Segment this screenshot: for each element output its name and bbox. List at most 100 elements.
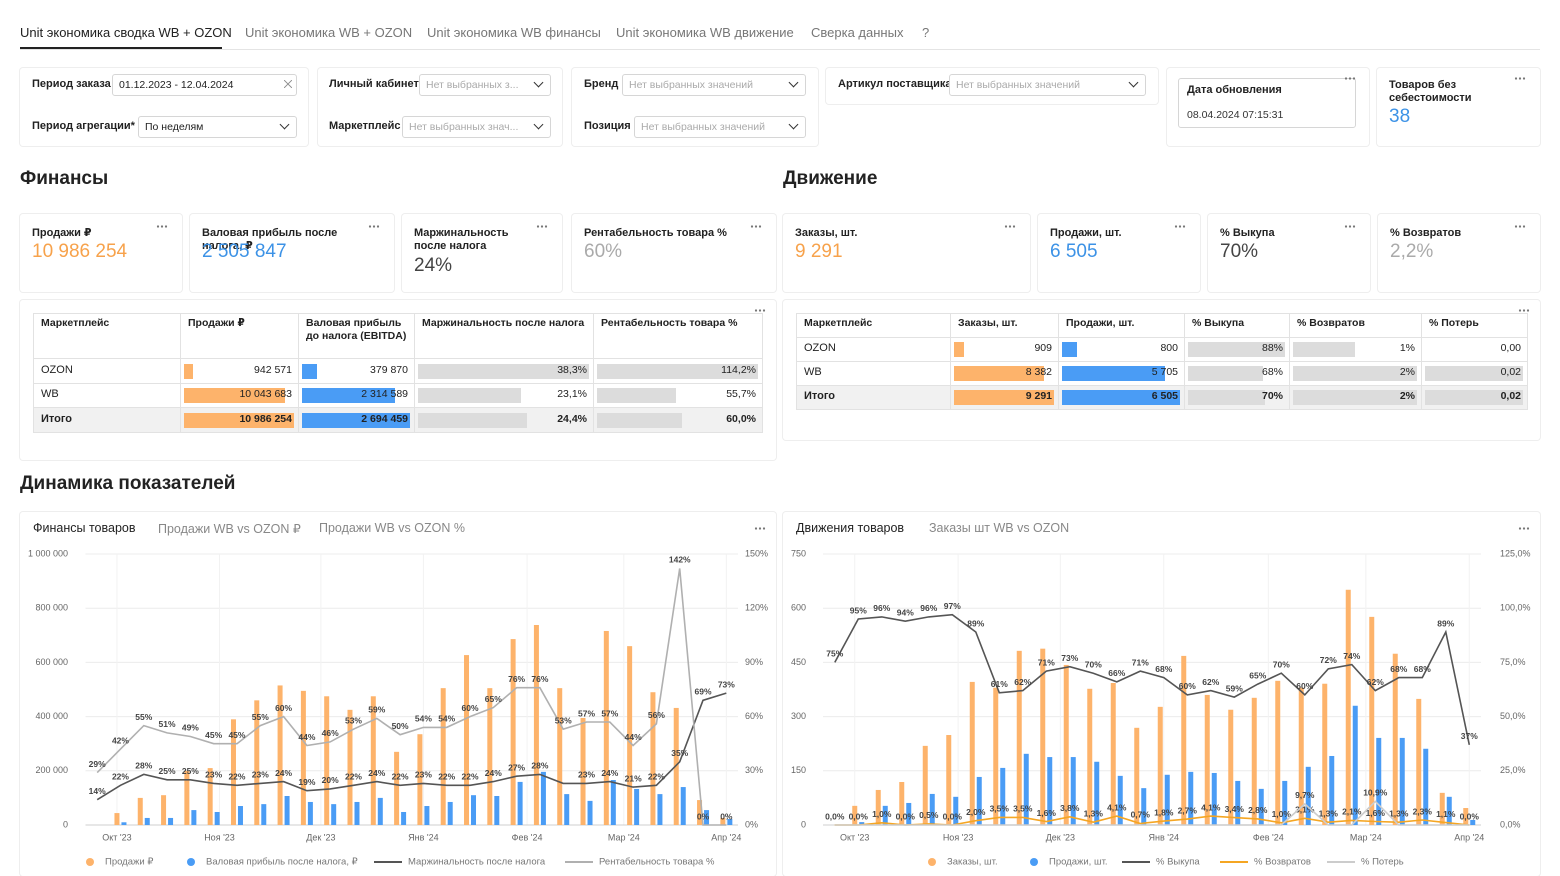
cell-value: 10 043 683 (239, 388, 292, 400)
cell-bar (1062, 342, 1077, 357)
tab-underline (20, 47, 222, 49)
legend-label: Продажи, шт. (1049, 857, 1108, 868)
cell-bar (1293, 342, 1355, 357)
table-cell (796, 361, 951, 386)
filter-select[interactable] (419, 74, 551, 96)
cell-bar (1188, 390, 1266, 405)
data-label: 22% (112, 772, 129, 782)
data-label: 2,7% (1178, 805, 1198, 815)
menu-dots[interactable] (754, 309, 766, 312)
cell-value: 0,00 (1500, 342, 1521, 354)
y-tick-label: 600 (791, 603, 806, 613)
bar (1094, 761, 1100, 825)
filter-value: Нет выбранных значений (956, 79, 1080, 91)
nav-tab[interactable]: Unit экономика WB финансы (427, 25, 601, 40)
y2-tick-label: 125,0% (1500, 548, 1531, 558)
chart-tab[interactable]: Продажи WB vs OZON ₽ (158, 522, 301, 536)
legend-label: % Выкупа (1156, 857, 1200, 868)
bar (494, 796, 500, 825)
section-title: Динамика показателей (20, 473, 236, 494)
cell-bar (418, 363, 589, 379)
bar (1157, 706, 1163, 825)
nav-tab[interactable]: Unit экономика WB + OZON (245, 25, 413, 40)
filter-value: 01.12.2023 - 12.04.2024 (119, 79, 234, 91)
line-series (834, 800, 1470, 826)
menu-dots[interactable] (1518, 527, 1530, 530)
menu-dots[interactable] (1174, 225, 1186, 228)
x-tick-label: Янв '24 (1149, 832, 1179, 842)
bar (1399, 737, 1405, 825)
data-label: 22% (392, 772, 409, 782)
bar (1470, 819, 1476, 825)
legend-label: % Возвратов (1254, 857, 1311, 868)
cell-value: 1% (1399, 342, 1415, 354)
menu-dots[interactable] (1518, 309, 1530, 312)
cell-bar (597, 412, 682, 428)
update-box (1178, 78, 1356, 128)
bar (557, 688, 563, 825)
cell-value: 6 505 (1151, 390, 1178, 402)
menu-dots[interactable] (1514, 225, 1526, 228)
menu-dots[interactable] (156, 225, 168, 228)
data-label: 0% (697, 811, 710, 821)
chart-tab[interactable]: Заказы шт WB vs OZON (929, 521, 1070, 535)
data-label: 49% (182, 723, 199, 733)
bar (471, 795, 477, 825)
bar (1016, 650, 1022, 825)
menu-dots[interactable] (750, 225, 762, 228)
data-label: 45% (205, 730, 222, 740)
menu-dots[interactable] (1344, 225, 1356, 228)
bar (1392, 653, 1398, 825)
filter-select[interactable] (949, 74, 1146, 96)
nav-tab[interactable]: Unit экономика сводка WB + OZON (20, 25, 232, 40)
menu-dots[interactable] (536, 225, 548, 228)
data-label: 55% (135, 712, 152, 722)
filter-label: Позиция (584, 120, 631, 132)
chart-tab[interactable]: Финансы товаров (33, 521, 136, 535)
filter-select[interactable] (402, 116, 551, 138)
data-label: 22% (438, 772, 455, 782)
chart-tab[interactable]: Движения товаров (796, 521, 905, 535)
clear-icon[interactable] (284, 80, 292, 88)
menu-dots[interactable] (1004, 225, 1016, 228)
filter-select[interactable] (138, 116, 297, 138)
data-label: 61% (991, 679, 1008, 689)
data-label: 76% (508, 674, 525, 684)
data-label: 65% (1249, 670, 1266, 680)
chart-tab[interactable]: Продажи WB vs OZON % (319, 521, 465, 535)
update-value: 08.04.2024 07:15:31 (1187, 109, 1284, 121)
kpi-card (1378, 214, 1540, 292)
menu-dots[interactable] (368, 225, 380, 228)
cell-value: 68% (1261, 366, 1283, 378)
bar (1352, 705, 1358, 825)
cell-value: 8 382 (1025, 366, 1052, 378)
data-label: 74% (1343, 651, 1360, 661)
cell-bar (597, 388, 676, 403)
bar (929, 793, 935, 825)
filter-select[interactable] (112, 74, 297, 96)
y-tick-label: 200 000 (35, 765, 68, 775)
legend-marker (1030, 858, 1038, 866)
cell-bar (184, 412, 294, 428)
data-label: 23% (205, 770, 222, 780)
filter-select[interactable] (634, 116, 806, 138)
x-tick-label: Ноя '23 (943, 832, 974, 842)
data-label: 10,9% (1363, 788, 1388, 798)
nav-tab[interactable]: Unit экономика WB движение (616, 25, 794, 40)
bar (137, 797, 143, 825)
filter-select[interactable] (622, 74, 806, 96)
x-tick-label: Дек '23 (306, 832, 335, 842)
bar (603, 630, 609, 825)
nav-tab[interactable]: Сверка данных (811, 25, 904, 40)
bar (370, 696, 376, 825)
data-label: 1,3% (1389, 808, 1409, 818)
nav-tab[interactable]: ? (922, 25, 930, 40)
update-label: Дата обновления (1187, 84, 1282, 96)
bar (394, 751, 400, 825)
bar (564, 794, 570, 825)
menu-dots[interactable] (1344, 77, 1356, 80)
bar (1000, 767, 1006, 825)
menu-dots[interactable] (754, 527, 766, 530)
menu-dots[interactable] (1514, 77, 1526, 80)
